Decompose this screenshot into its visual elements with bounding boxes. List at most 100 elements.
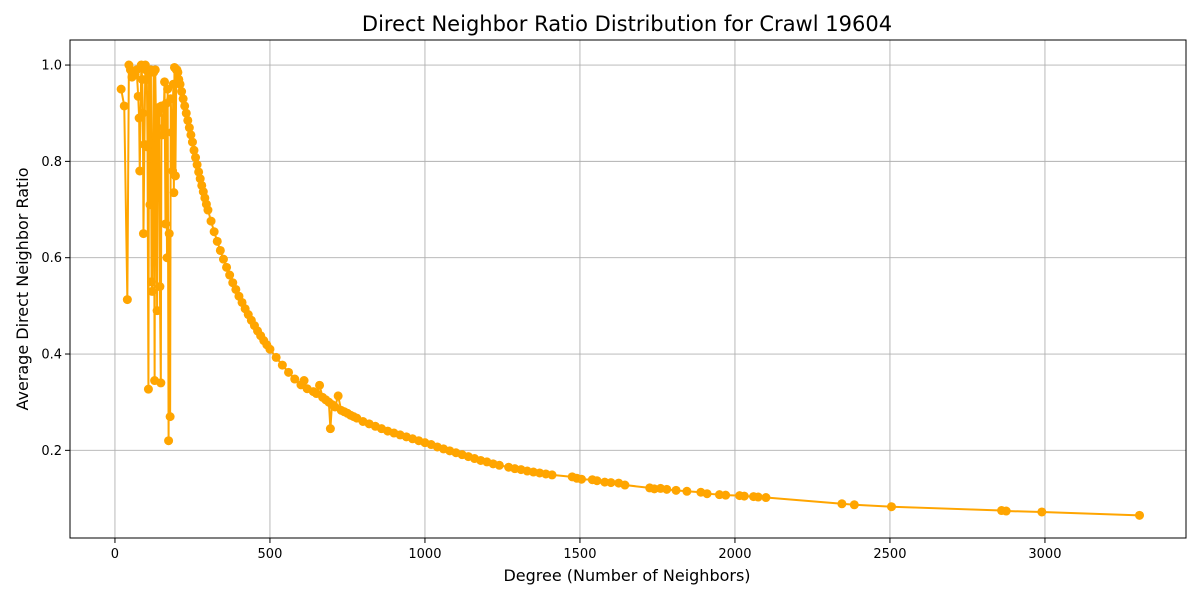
data-point xyxy=(143,384,153,394)
data-point xyxy=(206,216,216,226)
data-point xyxy=(150,65,160,75)
series-line xyxy=(120,64,1140,517)
data-point xyxy=(157,130,167,140)
data-point xyxy=(116,84,126,94)
data-point xyxy=(547,470,557,480)
x-axis-label: Degree (Number of Neighbors) xyxy=(503,566,750,585)
data-point xyxy=(180,101,190,111)
data-point xyxy=(181,108,191,118)
data-point xyxy=(135,166,145,176)
data-point xyxy=(1135,510,1144,520)
data-point xyxy=(209,227,219,237)
data-point xyxy=(215,245,225,255)
data-point xyxy=(147,277,157,287)
data-point xyxy=(194,167,204,177)
x-tick-label: 2000 xyxy=(718,547,751,562)
data-point xyxy=(173,67,183,77)
data-point xyxy=(325,424,335,434)
x-tick-label: 1000 xyxy=(408,547,441,562)
data-point xyxy=(160,219,170,229)
data-point xyxy=(277,360,287,370)
x-tick-label: 0 xyxy=(111,547,119,562)
data-point xyxy=(175,79,185,89)
data-point xyxy=(702,489,712,499)
data-point xyxy=(158,123,168,133)
data-point xyxy=(133,91,143,101)
data-point xyxy=(186,130,196,140)
data-point xyxy=(164,436,174,446)
data-point xyxy=(592,476,602,486)
data-point xyxy=(218,254,228,264)
data-point xyxy=(187,137,197,147)
data-point xyxy=(203,205,213,215)
data-point xyxy=(195,174,205,184)
data-point xyxy=(138,229,148,239)
chart-title: Direct Neighbor Ratio Distribution for C… xyxy=(362,12,892,36)
data-point xyxy=(122,295,132,305)
data-point xyxy=(143,142,152,152)
data-point xyxy=(662,484,672,494)
data-point xyxy=(212,236,222,246)
data-point xyxy=(147,286,157,296)
data-point xyxy=(148,161,158,171)
data-point xyxy=(849,500,859,510)
data-point xyxy=(156,378,166,388)
data-point xyxy=(177,87,187,97)
data-point xyxy=(225,270,235,280)
y-tick-label: 0.6 xyxy=(41,251,62,266)
data-point xyxy=(284,367,294,377)
data-point xyxy=(290,374,300,384)
data-point xyxy=(189,145,199,155)
data-point xyxy=(887,502,896,512)
data-point xyxy=(299,376,309,386)
data-point xyxy=(837,499,847,509)
data-point xyxy=(152,306,162,316)
data-point xyxy=(184,123,194,133)
grid-lines xyxy=(70,40,1186,538)
y-tick-label: 0.2 xyxy=(41,444,62,459)
y-tick-label: 0.8 xyxy=(41,155,62,170)
data-point xyxy=(620,480,630,490)
data-point xyxy=(271,352,281,362)
x-tick-label: 3000 xyxy=(1028,547,1061,562)
x-tick-label: 2500 xyxy=(873,547,906,562)
axis-ticks: 0 500 1000 1500 2000 2500 3000 0.2 0.4 0.6 0.8 1.0 xyxy=(41,59,1061,562)
data-point xyxy=(164,229,174,239)
data-point xyxy=(228,278,238,288)
data-point xyxy=(494,460,504,470)
data-point xyxy=(138,108,148,118)
y-tick-label: 1.0 xyxy=(41,59,62,74)
data-point xyxy=(165,412,175,422)
data-point xyxy=(160,77,170,87)
data-point xyxy=(265,344,275,354)
data-point xyxy=(1001,506,1011,516)
data-point xyxy=(231,284,241,294)
data-point xyxy=(170,171,180,181)
data-point xyxy=(315,380,325,390)
data-point xyxy=(671,485,681,495)
data-point xyxy=(191,153,201,163)
data-point xyxy=(169,188,179,198)
y-axis-label: Average Direct Neighbor Ratio xyxy=(13,167,32,410)
y-tick-label: 0.4 xyxy=(41,348,62,363)
data-point xyxy=(761,493,771,503)
data-point xyxy=(606,478,616,488)
data-point xyxy=(721,490,731,500)
data-point xyxy=(682,486,692,496)
data-point xyxy=(192,160,202,170)
data-point xyxy=(1037,507,1047,517)
data-point xyxy=(155,282,165,292)
data-point xyxy=(739,491,749,501)
data-point xyxy=(753,492,763,502)
data-point xyxy=(183,115,193,125)
series-layer xyxy=(116,60,1144,520)
data-point xyxy=(142,74,152,84)
x-tick-label: 1500 xyxy=(563,547,596,562)
data-point xyxy=(222,262,232,272)
data-point xyxy=(167,127,177,137)
data-point xyxy=(333,391,343,401)
data-point xyxy=(178,94,188,104)
plot-frame xyxy=(69,39,1187,539)
data-point xyxy=(145,200,155,210)
